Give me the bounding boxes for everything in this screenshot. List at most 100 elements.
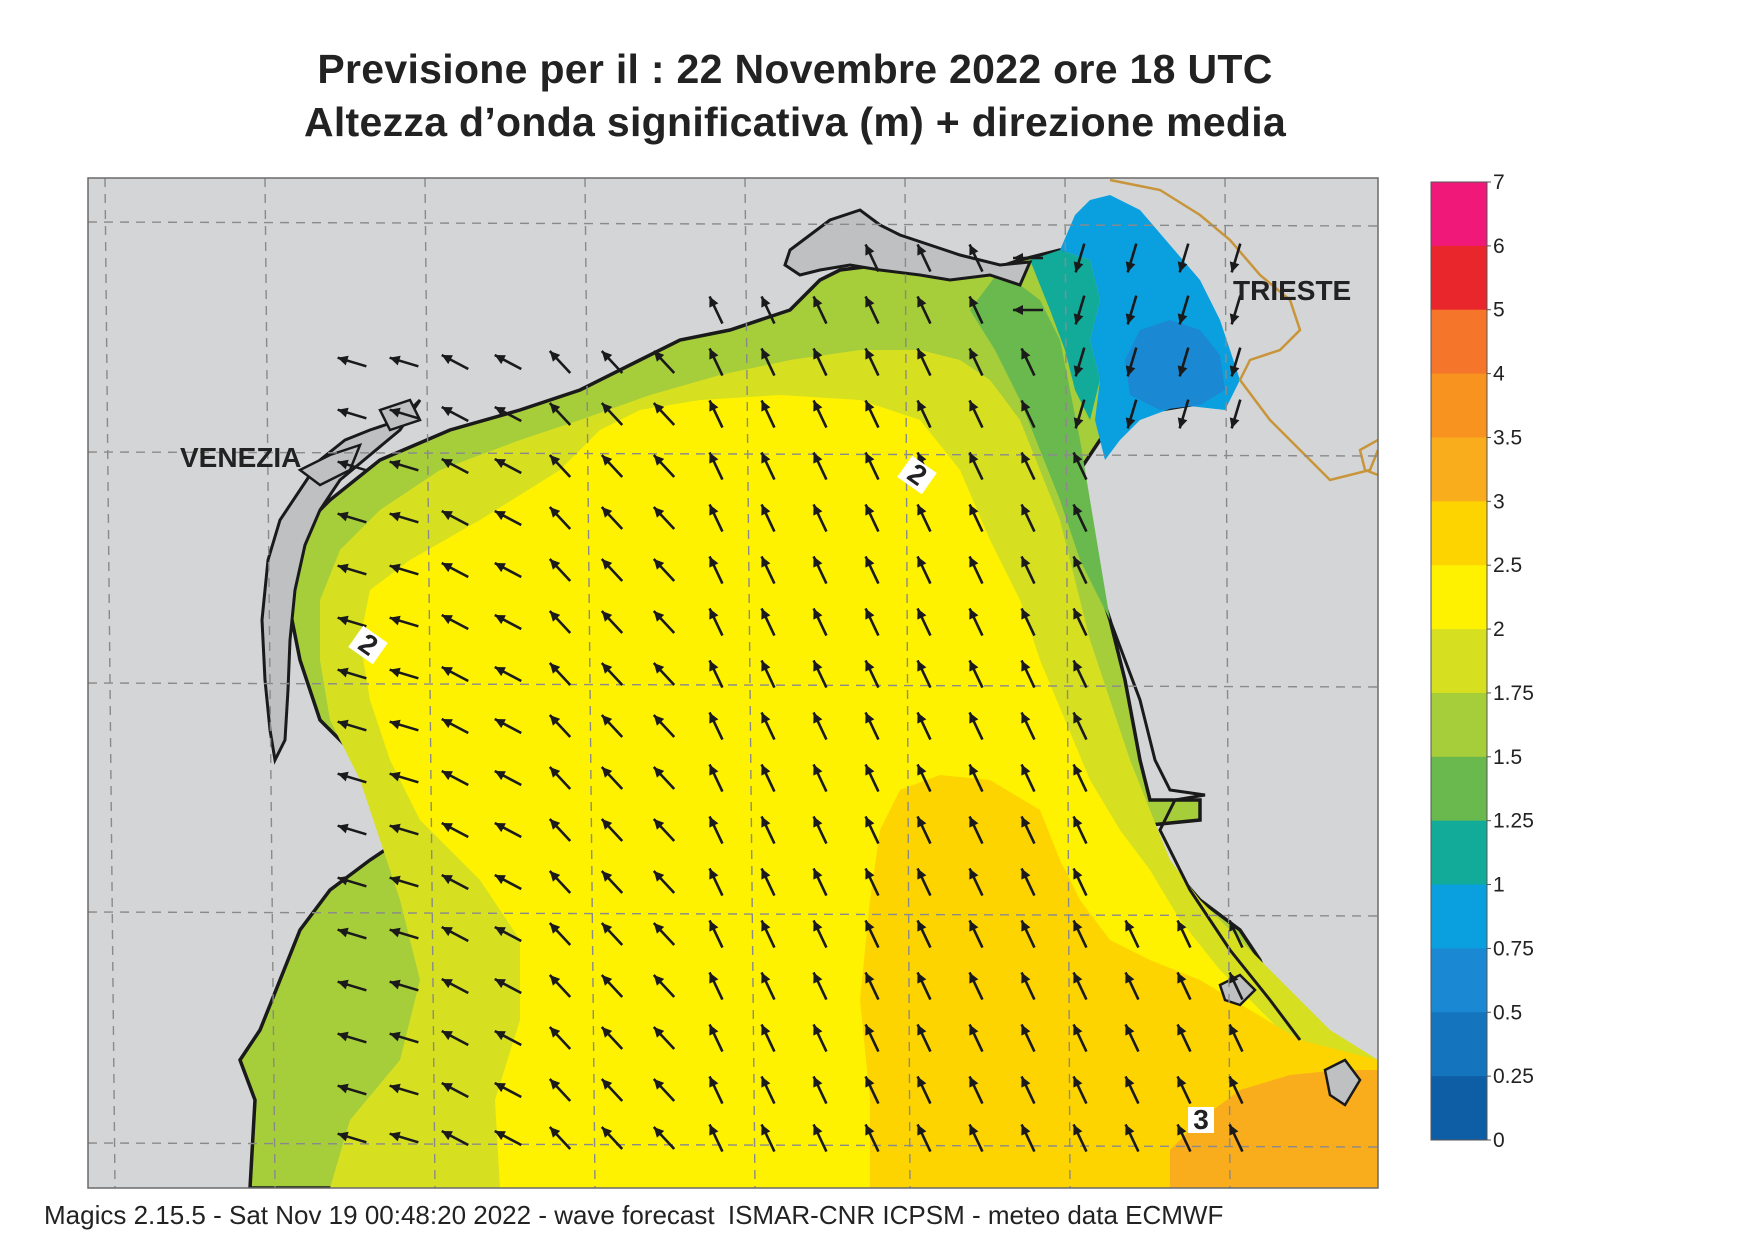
direction-arrow bbox=[812, 815, 828, 845]
direction-arrow bbox=[812, 867, 828, 897]
direction-arrow bbox=[864, 919, 880, 949]
direction-arrow bbox=[548, 506, 572, 530]
direction-arrow bbox=[1020, 399, 1036, 429]
direction-arrow bbox=[1013, 253, 1043, 263]
direction-arrow bbox=[760, 971, 776, 1001]
direction-arrow bbox=[548, 454, 572, 478]
colorbar-swatch bbox=[1431, 629, 1487, 694]
direction-arrow bbox=[337, 1131, 367, 1144]
direction-arrow bbox=[494, 1081, 522, 1099]
direction-arrow bbox=[441, 977, 469, 995]
grid-meridian bbox=[744, 178, 756, 1188]
direction-arrow bbox=[1177, 243, 1190, 273]
colorbar-swatch bbox=[1431, 692, 1487, 758]
grid-meridian bbox=[584, 178, 596, 1188]
contour-labels: 2 2 3 bbox=[348, 455, 1214, 1135]
direction-arrow bbox=[812, 607, 828, 637]
direction-arrow bbox=[600, 1026, 624, 1050]
colorbar-label: 1.5 bbox=[1493, 746, 1522, 769]
colorbar-frame bbox=[1430, 181, 1488, 1141]
direction-arrow bbox=[1228, 971, 1244, 1001]
lat-lon-grid bbox=[88, 178, 1378, 1188]
direction-arrow bbox=[864, 763, 880, 793]
direction-arrow bbox=[760, 503, 776, 533]
direction-arrow bbox=[968, 711, 984, 741]
direction-arrow bbox=[1125, 399, 1138, 429]
direction-arrow bbox=[864, 711, 880, 741]
map-title: Previsione per il : 22 Novembre 2022 ore… bbox=[317, 46, 1273, 92]
direction-arrow bbox=[812, 295, 828, 325]
direction-arrow bbox=[389, 511, 419, 524]
direction-arrow bbox=[1020, 1123, 1036, 1153]
direction-arrow bbox=[1020, 607, 1036, 637]
direction-arrow bbox=[1228, 1123, 1244, 1153]
direction-arrow bbox=[968, 451, 984, 481]
grid-meridian bbox=[264, 178, 276, 1188]
direction-arrow bbox=[441, 1081, 469, 1099]
direction-arrow bbox=[337, 1031, 367, 1044]
direction-arrow bbox=[652, 610, 676, 634]
venice-islands bbox=[297, 398, 422, 487]
direction-arrow bbox=[708, 659, 724, 689]
direction-arrow bbox=[548, 818, 572, 842]
direction-arrow bbox=[1072, 451, 1088, 481]
direction-arrow bbox=[1229, 243, 1242, 273]
direction-arrow bbox=[760, 867, 776, 897]
direction-arrow bbox=[600, 506, 624, 530]
direction-arrow bbox=[760, 659, 776, 689]
wave-band-25 bbox=[860, 775, 1378, 1188]
colorbar-swatch bbox=[1431, 1012, 1487, 1077]
direction-arrow bbox=[1072, 815, 1088, 845]
direction-arrow bbox=[708, 1023, 724, 1053]
direction-arrow bbox=[1020, 555, 1036, 585]
direction-arrow bbox=[708, 503, 724, 533]
direction-arrow bbox=[760, 555, 776, 585]
grid-parallel bbox=[88, 451, 1378, 457]
colorbar-swatch bbox=[1431, 309, 1487, 375]
direction-arrow bbox=[337, 875, 367, 888]
direction-arrow bbox=[548, 558, 572, 582]
colorbar-swatch bbox=[1431, 565, 1487, 630]
direction-arrow bbox=[968, 607, 984, 637]
direction-arrow bbox=[1072, 1123, 1088, 1153]
direction-arrow bbox=[916, 971, 932, 1001]
colorbar-label: 7 bbox=[1493, 171, 1505, 194]
direction-arrow bbox=[600, 766, 624, 790]
colorbar-swatch bbox=[1431, 948, 1487, 1013]
direction-arrow bbox=[1125, 347, 1138, 377]
direction-arrow bbox=[1228, 1023, 1244, 1053]
direction-arrow bbox=[760, 815, 776, 845]
direction-arrow bbox=[652, 1078, 676, 1102]
direction-arrow bbox=[812, 1023, 828, 1053]
direction-arrow bbox=[916, 867, 932, 897]
colorbar-label: 5 bbox=[1493, 299, 1505, 322]
direction-arrow bbox=[441, 353, 469, 371]
direction-arrow bbox=[1125, 243, 1138, 273]
colorbar-swatch bbox=[1431, 820, 1487, 886]
direction-arrow bbox=[337, 719, 367, 732]
colorbar-swatch bbox=[1431, 182, 1487, 247]
direction-arrow bbox=[441, 561, 469, 579]
direction-arrow bbox=[864, 1023, 880, 1053]
direction-arrow bbox=[708, 919, 724, 949]
direction-arrow bbox=[652, 714, 676, 738]
direction-arrow bbox=[1072, 607, 1088, 637]
direction-arrow bbox=[548, 610, 572, 634]
grid-parallel bbox=[88, 221, 1378, 227]
direction-arrow bbox=[708, 1075, 724, 1105]
direction-arrow bbox=[389, 407, 419, 420]
direction-arrow bbox=[652, 558, 676, 582]
direction-arrow bbox=[1176, 919, 1192, 949]
direction-arrow bbox=[441, 457, 469, 475]
direction-arrow bbox=[968, 347, 984, 377]
direction-arrow bbox=[864, 815, 880, 845]
direction-arrow bbox=[1020, 711, 1036, 741]
direction-arrow bbox=[708, 815, 724, 845]
direction-arrow bbox=[337, 927, 367, 940]
direction-arrow bbox=[600, 974, 624, 998]
colorbar-swatch bbox=[1431, 884, 1487, 949]
direction-arrow bbox=[600, 662, 624, 686]
contour-label-3: 3 bbox=[1193, 1104, 1209, 1135]
direction-arrow bbox=[864, 1123, 880, 1153]
footer: Magics 2.15.5 - Sat Nov 19 00:48:20 2022… bbox=[44, 1200, 1229, 1231]
